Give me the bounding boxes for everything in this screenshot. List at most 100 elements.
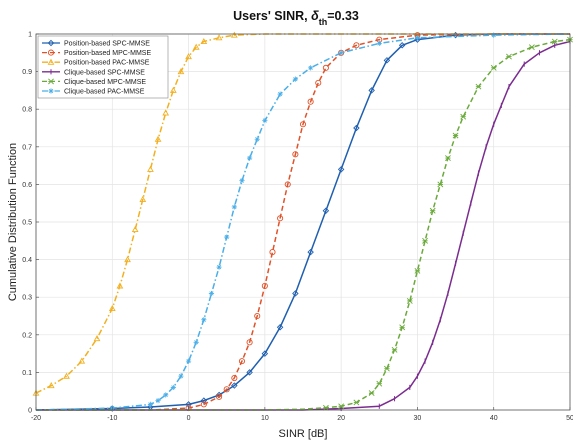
series-point [254,312,261,320]
y-tick-label: 0.7 [22,144,32,151]
series-point [368,87,375,94]
series-point [353,399,360,406]
series-point [368,390,375,396]
series-point [124,256,131,263]
series-point [185,401,192,408]
series-point [292,76,298,82]
legend-marker [48,78,54,85]
series-point [277,215,284,222]
series-point [254,136,260,142]
legend-label: Clique-based PAC-MMSE [64,89,145,96]
series-line [36,33,570,411]
chart-title-tail: =0.33 [327,9,359,23]
legend-entry: Clique-based MPC-MMSE [42,78,146,86]
series-1 [35,31,570,412]
series-point [200,37,208,45]
series-point [292,151,299,158]
series-point [147,165,154,172]
legend-box [37,35,169,99]
series-point [177,68,185,75]
series-point [247,155,253,161]
series-point [231,204,237,210]
legend-label: Position-based MPC-MMSE [64,50,151,57]
tick-layer: -20 -10 0 10 20 30 40 50 0 0.1 0.2 0.3 0.4 0.5 0.6 0.7 0… [22,32,573,423]
series-point [116,282,124,289]
series-point [322,404,329,411]
series-point [185,53,192,60]
series-point [216,264,222,270]
x-tick-label: 50 [566,415,573,422]
series-point [162,109,170,116]
series-point [338,50,344,56]
legend-marker [47,58,55,65]
series-point [193,339,199,345]
legend-entry: Clique-based PAC-MMSE [42,88,145,96]
legend-label: Clique-based MPC-MMSE [64,79,146,86]
legend-entry: Position-based PAC-MMSE [42,58,150,67]
series-point [338,403,345,410]
series-point [163,392,169,398]
series-point [414,36,421,43]
series-point [238,358,246,365]
chart-title-main: Users' SINR, [233,9,311,23]
series-point [391,346,398,353]
x-tick-label: 40 [490,415,498,422]
series-point [185,358,192,364]
x-tick-label: 0 [187,415,191,422]
series-point [383,57,391,64]
series-point [422,237,428,244]
series-point [437,181,444,188]
series-point [192,43,200,50]
series-point [108,304,116,312]
series-point [398,42,406,49]
series-point [216,393,223,400]
series-point [262,117,268,124]
series-3 [32,31,570,396]
series-point [261,282,268,289]
series-point [215,34,223,41]
series-point [399,324,406,331]
chart-title-delta: δ [311,9,319,23]
series-point [322,64,329,71]
series-point [230,31,238,38]
series-point [406,298,413,304]
legend-entry: Clique-based SPC-MMSE [42,69,145,76]
series-point [277,91,283,97]
series-point [200,397,208,404]
series-point [231,382,238,389]
series-point [452,132,459,139]
series-point [307,248,314,256]
series-point [246,369,253,376]
legend-entry: Position-based SPC-MMSE [42,39,150,48]
series-point [414,35,421,41]
series-point [353,124,360,132]
series-point [491,32,497,38]
series-5 [36,36,573,411]
series-point [315,79,322,86]
series-point [337,166,345,173]
legend-marker [48,88,54,94]
series-point [208,290,215,297]
series-point [154,135,162,142]
series-point [376,380,383,387]
series-point [200,401,207,408]
series-point [169,86,177,93]
series-point [47,382,55,389]
series-point [269,249,276,256]
y-tick-label: 0.9 [22,69,32,76]
legend-marker [47,49,55,56]
series-point [490,64,497,71]
series-point [93,335,101,342]
series-point [201,317,207,323]
series-point [307,98,314,105]
series-point [246,339,253,346]
legend-entries: Position-based SPC-MMSE Position-based MP… [42,39,151,96]
series-point [147,401,154,407]
series-point [308,65,314,71]
y-tick-label: 0.3 [22,295,32,302]
legend-entry: Position-based MPC-MMSE [42,49,151,57]
x-axis-label: SINR [dB] [279,428,328,440]
y-tick-label: 0 [28,408,32,415]
x-tick-label: 20 [337,415,345,422]
x-tick-label: 30 [414,415,422,422]
